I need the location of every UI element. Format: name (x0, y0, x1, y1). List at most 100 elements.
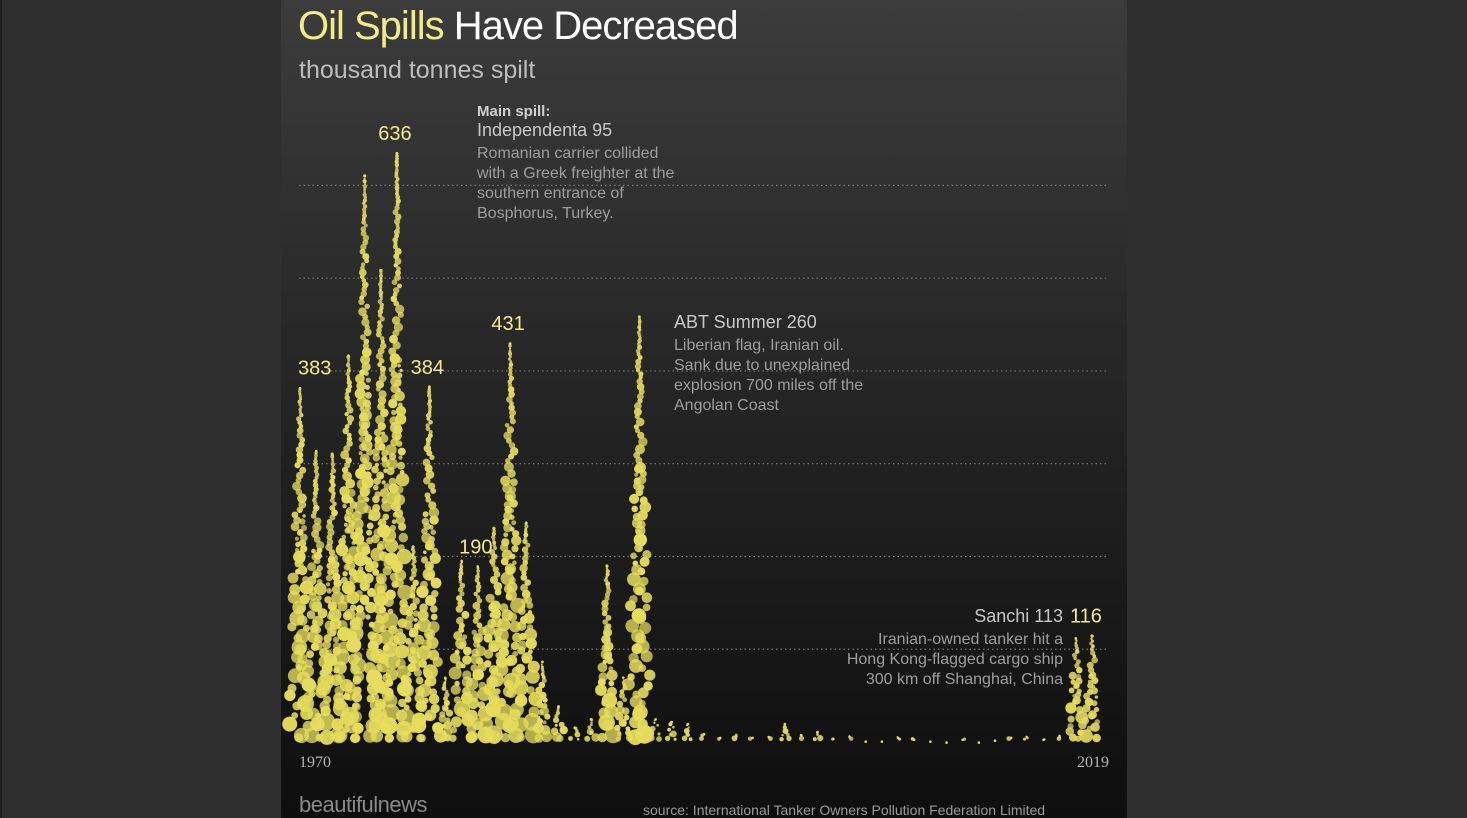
bubble-1975 (379, 336, 385, 341)
bubble-2018 (1067, 715, 1075, 723)
bubble-1973 (343, 692, 351, 701)
bubble-1974 (359, 406, 365, 412)
bubble-1970 (298, 389, 302, 394)
bubble-1993 (673, 737, 677, 741)
bubble-1991 (638, 664, 647, 672)
bubble-1970 (282, 716, 298, 732)
bubble-1984 (524, 527, 528, 531)
bubble-1989 (606, 588, 612, 594)
bubble-1978 (430, 703, 440, 714)
bubble-1991 (644, 669, 656, 681)
bubble-1981 (473, 611, 482, 620)
bubble-1983 (509, 486, 517, 494)
bubble-1981 (473, 672, 482, 681)
bubble-1989 (605, 567, 609, 570)
annotation-line: Iranian-owned tanker hit a (878, 631, 1063, 648)
bubble-1974 (360, 262, 366, 267)
bubble-1983 (508, 349, 512, 353)
bubble-1970 (298, 441, 305, 448)
bubble-1975 (378, 443, 386, 451)
bubble-1991 (639, 576, 649, 586)
bubble-1978 (421, 556, 428, 564)
bubble-1970 (303, 624, 310, 632)
bubble-1972 (327, 556, 336, 564)
bubble-1977 (409, 576, 414, 581)
bubble-1981 (470, 664, 479, 672)
bubble-1976 (385, 444, 397, 456)
bubble-1978 (428, 419, 433, 425)
bubble-1982 (494, 688, 501, 695)
bubble-2018 (1065, 727, 1075, 736)
bubble-1973 (345, 371, 350, 376)
bubble-1975 (379, 342, 387, 350)
bubble-1992 (656, 723, 660, 727)
bubble-1992 (657, 732, 661, 736)
bubble-1970 (298, 394, 302, 398)
bubble-2019 (1091, 644, 1095, 649)
bubble-top-2016 (1042, 738, 1045, 742)
bubble-1976 (394, 185, 400, 191)
bubble-2019 (1094, 719, 1100, 725)
bubble-1975 (374, 594, 387, 607)
bubble-1983 (504, 423, 510, 428)
bubble-1973 (341, 466, 349, 474)
bubble-1971 (311, 548, 316, 554)
bubble-1978 (416, 733, 425, 743)
bubble-1983 (502, 719, 517, 734)
bubble-1976 (389, 635, 400, 646)
bubble-1991 (637, 325, 642, 330)
bubble-1974 (363, 505, 372, 514)
bubble-1983 (496, 697, 506, 708)
bubble-1981 (471, 629, 477, 635)
bubble-2018 (1073, 684, 1078, 689)
bubble-1984 (526, 686, 535, 695)
bubble-1971 (314, 626, 322, 634)
bubble-top-1970 (298, 386, 302, 390)
bubble-1976 (381, 612, 399, 629)
bubble-1982 (491, 553, 498, 560)
bubble-1975 (378, 606, 386, 614)
bubble-1970 (297, 399, 302, 404)
bubble-1980 (458, 641, 466, 649)
bubble-1975 (373, 528, 384, 538)
bubble-1974 (360, 582, 369, 592)
bubble-1974 (364, 303, 370, 309)
bubble-1972 (328, 604, 336, 611)
bubble-1976 (383, 693, 398, 708)
bubble-1974 (364, 391, 372, 399)
bubble-1970 (296, 427, 304, 434)
bubble-1982 (489, 558, 496, 565)
bubble-1977 (412, 597, 420, 605)
bubble-1970 (299, 466, 307, 474)
bubble-1977 (407, 671, 412, 677)
bubble-1971 (308, 690, 316, 698)
bubble-1978 (416, 585, 429, 598)
bubble-1979 (441, 686, 447, 691)
bubble-1978 (425, 542, 433, 551)
bubble-1971 (314, 465, 319, 471)
bubble-1976 (394, 274, 401, 281)
bubble-1974 (358, 443, 367, 452)
bubble-1976 (397, 283, 402, 289)
bubble-1990 (620, 721, 627, 727)
bubble-1980 (450, 684, 461, 695)
bubble-1989 (601, 643, 610, 652)
bubble-1984 (514, 697, 523, 706)
bubble-1977 (404, 696, 412, 703)
bubble-1976 (391, 580, 399, 588)
bubble-1977 (409, 646, 417, 653)
bubble-1972 (326, 522, 334, 531)
bubble-1970 (295, 554, 306, 564)
bubble-1991 (634, 538, 643, 546)
bubble-1974 (362, 342, 369, 350)
bubble-1975 (372, 504, 381, 512)
bubble-top-1976 (395, 152, 399, 155)
bubble-1982 (479, 717, 493, 731)
bubble-1974 (358, 307, 367, 317)
bubble-1975 (381, 455, 388, 462)
bubble-1975 (376, 576, 385, 584)
bubble-1971 (316, 565, 323, 572)
bubble-1972 (331, 466, 335, 470)
bubble-1983 (505, 566, 515, 576)
bubble-1972 (323, 634, 332, 643)
